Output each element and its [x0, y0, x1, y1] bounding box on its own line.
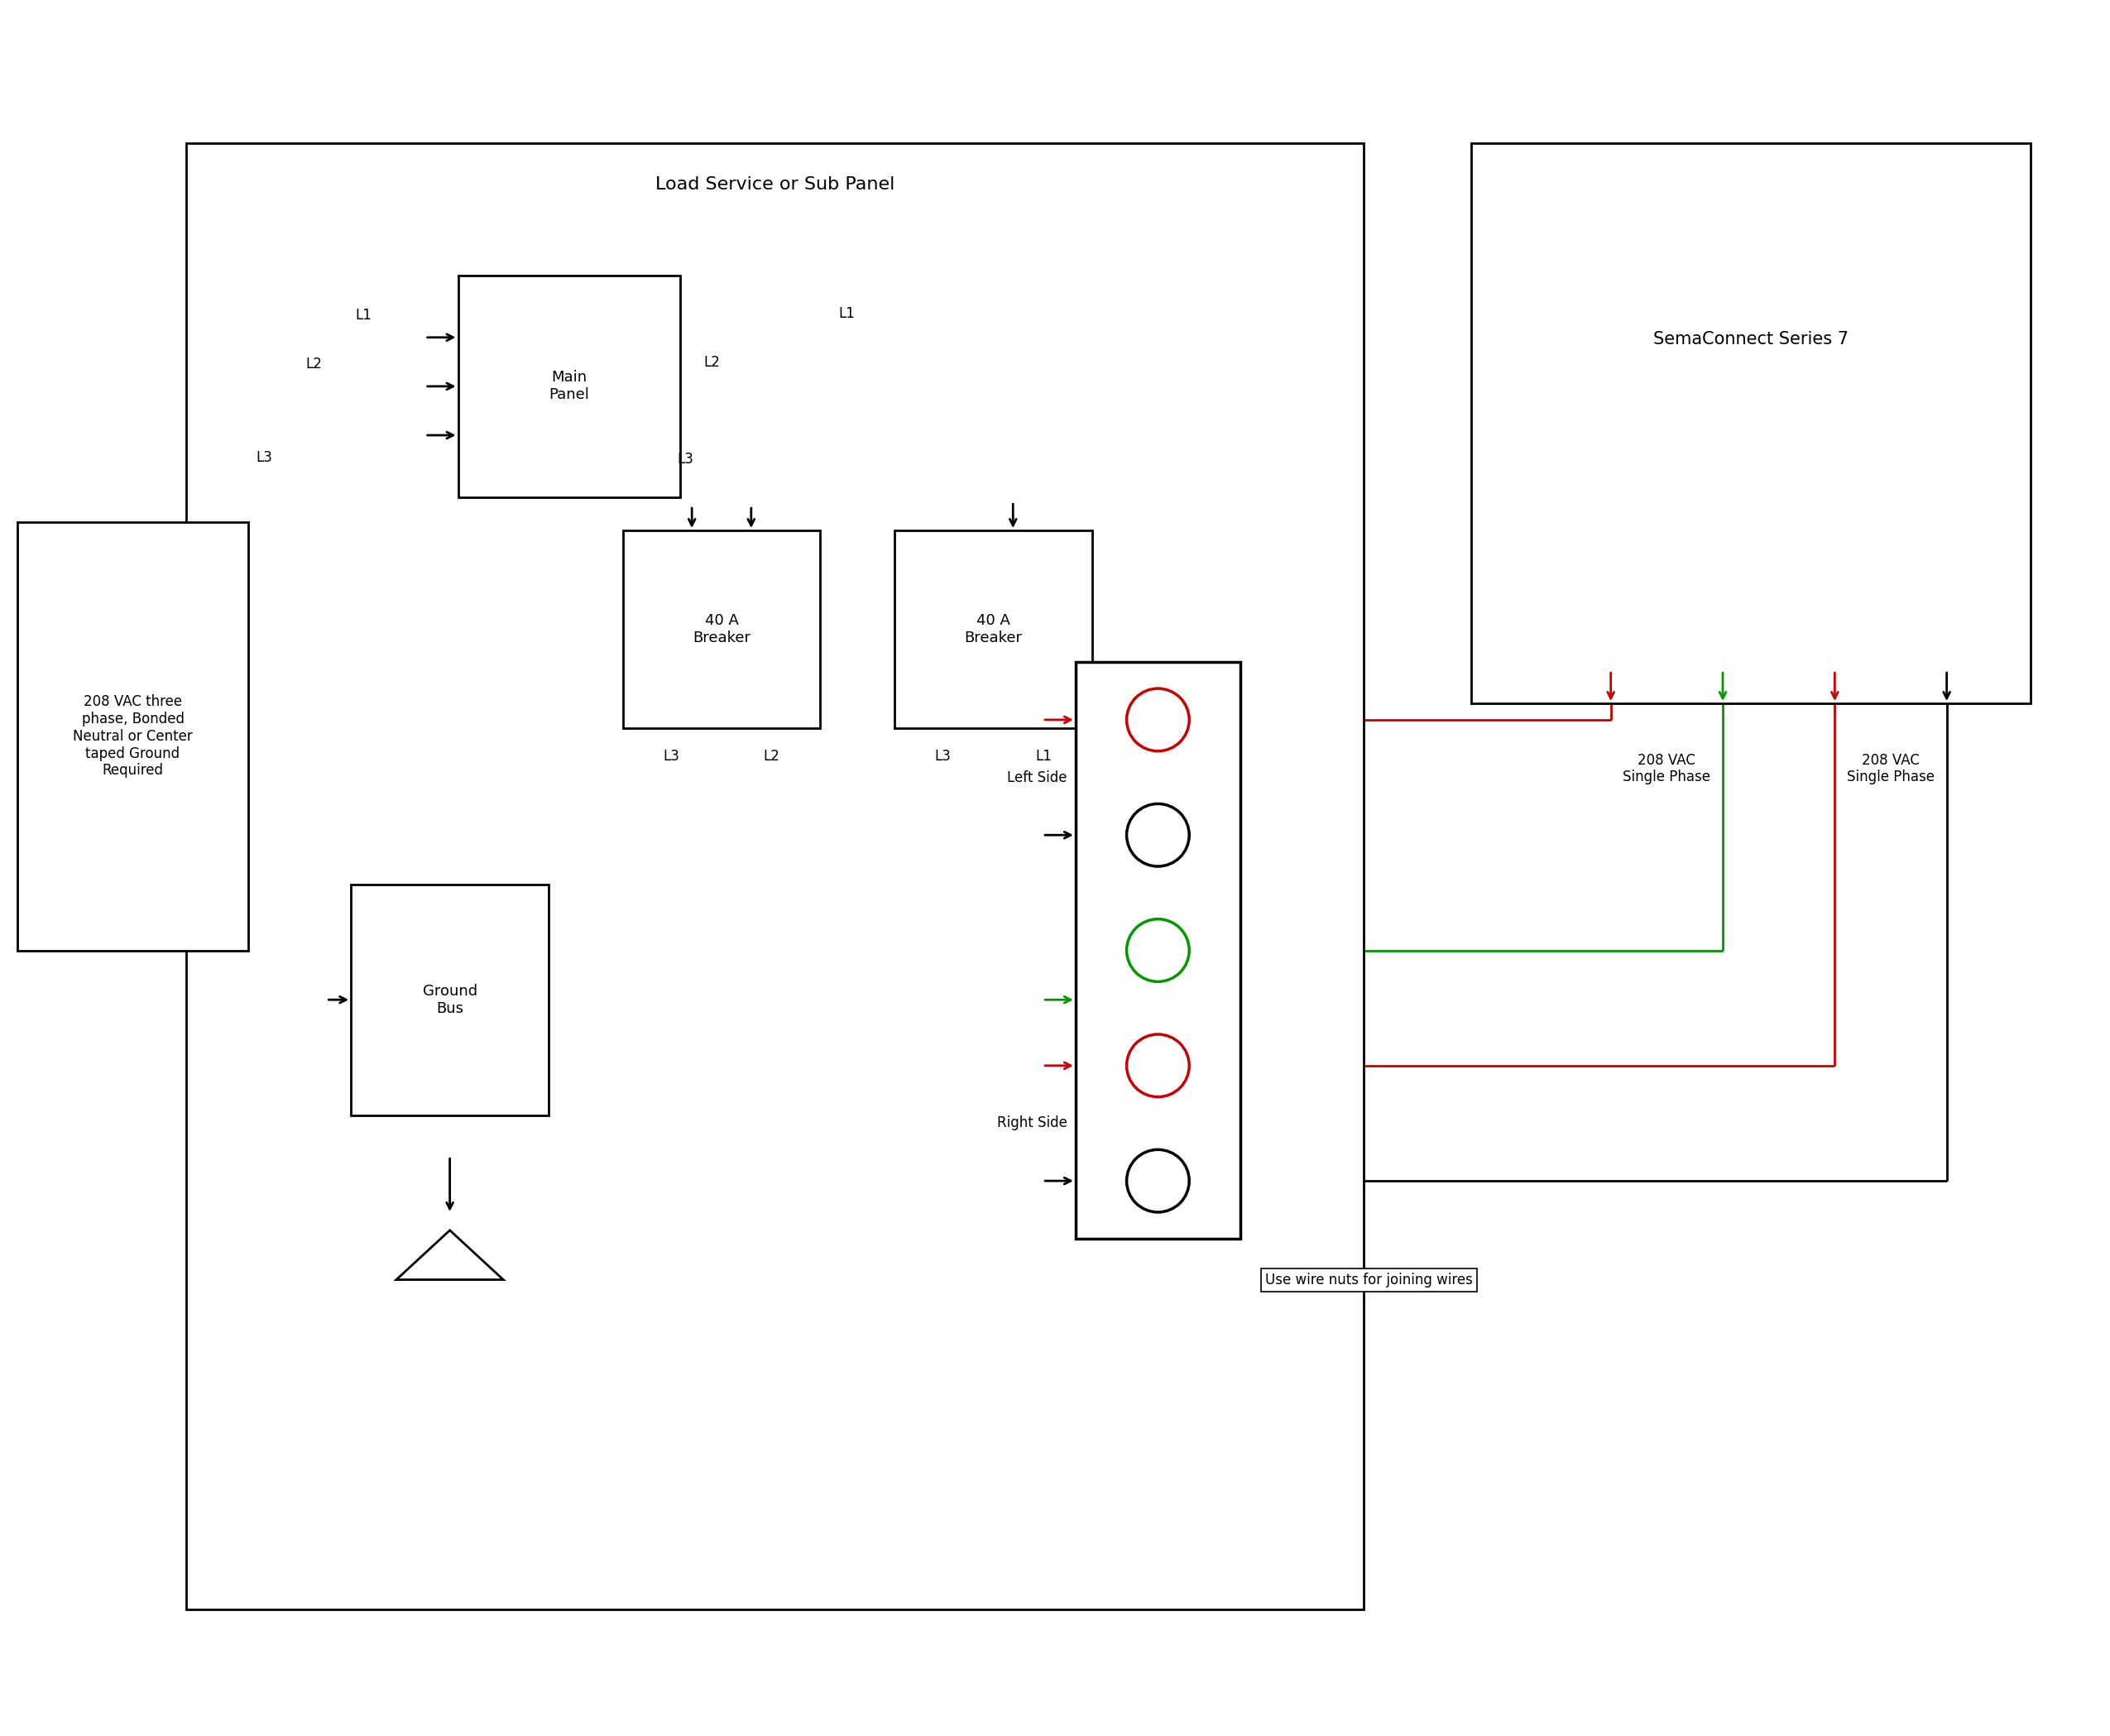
Bar	[458, 276, 679, 498]
Bar	[186, 144, 1363, 1609]
Bar	[1471, 144, 2030, 703]
Text: L3: L3	[663, 748, 679, 764]
Text: 208 VAC
Single Phase: 208 VAC Single Phase	[1623, 753, 1711, 785]
Text: Main
Panel: Main Panel	[549, 370, 589, 403]
Text: L1: L1	[354, 307, 371, 323]
Text: Use wire nuts for joining wires: Use wire nuts for joining wires	[1266, 1272, 1473, 1286]
Bar	[17, 523, 249, 950]
Text: L2: L2	[705, 354, 720, 370]
Bar	[895, 531, 1093, 727]
Text: Right Side: Right Side	[998, 1116, 1068, 1130]
Text: 208 VAC
Single Phase: 208 VAC Single Phase	[1846, 753, 1935, 785]
Text: Load Service or Sub Panel: Load Service or Sub Panel	[656, 177, 895, 193]
Text: Ground
Bus: Ground Bus	[422, 984, 477, 1016]
Text: Left Side: Left Side	[1006, 771, 1068, 785]
Text: L2: L2	[306, 356, 323, 372]
Text: SemaConnect Series 7: SemaConnect Series 7	[1652, 332, 1848, 347]
Text: L2: L2	[764, 748, 781, 764]
Bar	[1076, 661, 1241, 1238]
Text: 40 A
Breaker: 40 A Breaker	[964, 613, 1021, 646]
Bar	[350, 884, 549, 1115]
Text: L3: L3	[935, 748, 952, 764]
Text: L3: L3	[677, 451, 694, 467]
Bar	[622, 531, 821, 727]
Text: L1: L1	[1036, 748, 1051, 764]
Text: 208 VAC three
phase, Bonded
Neutral or Center
taped Ground
Required: 208 VAC three phase, Bonded Neutral or C…	[74, 694, 192, 778]
Text: L1: L1	[838, 306, 855, 321]
Text: L3: L3	[255, 450, 272, 465]
Text: 40 A
Breaker: 40 A Breaker	[692, 613, 751, 646]
